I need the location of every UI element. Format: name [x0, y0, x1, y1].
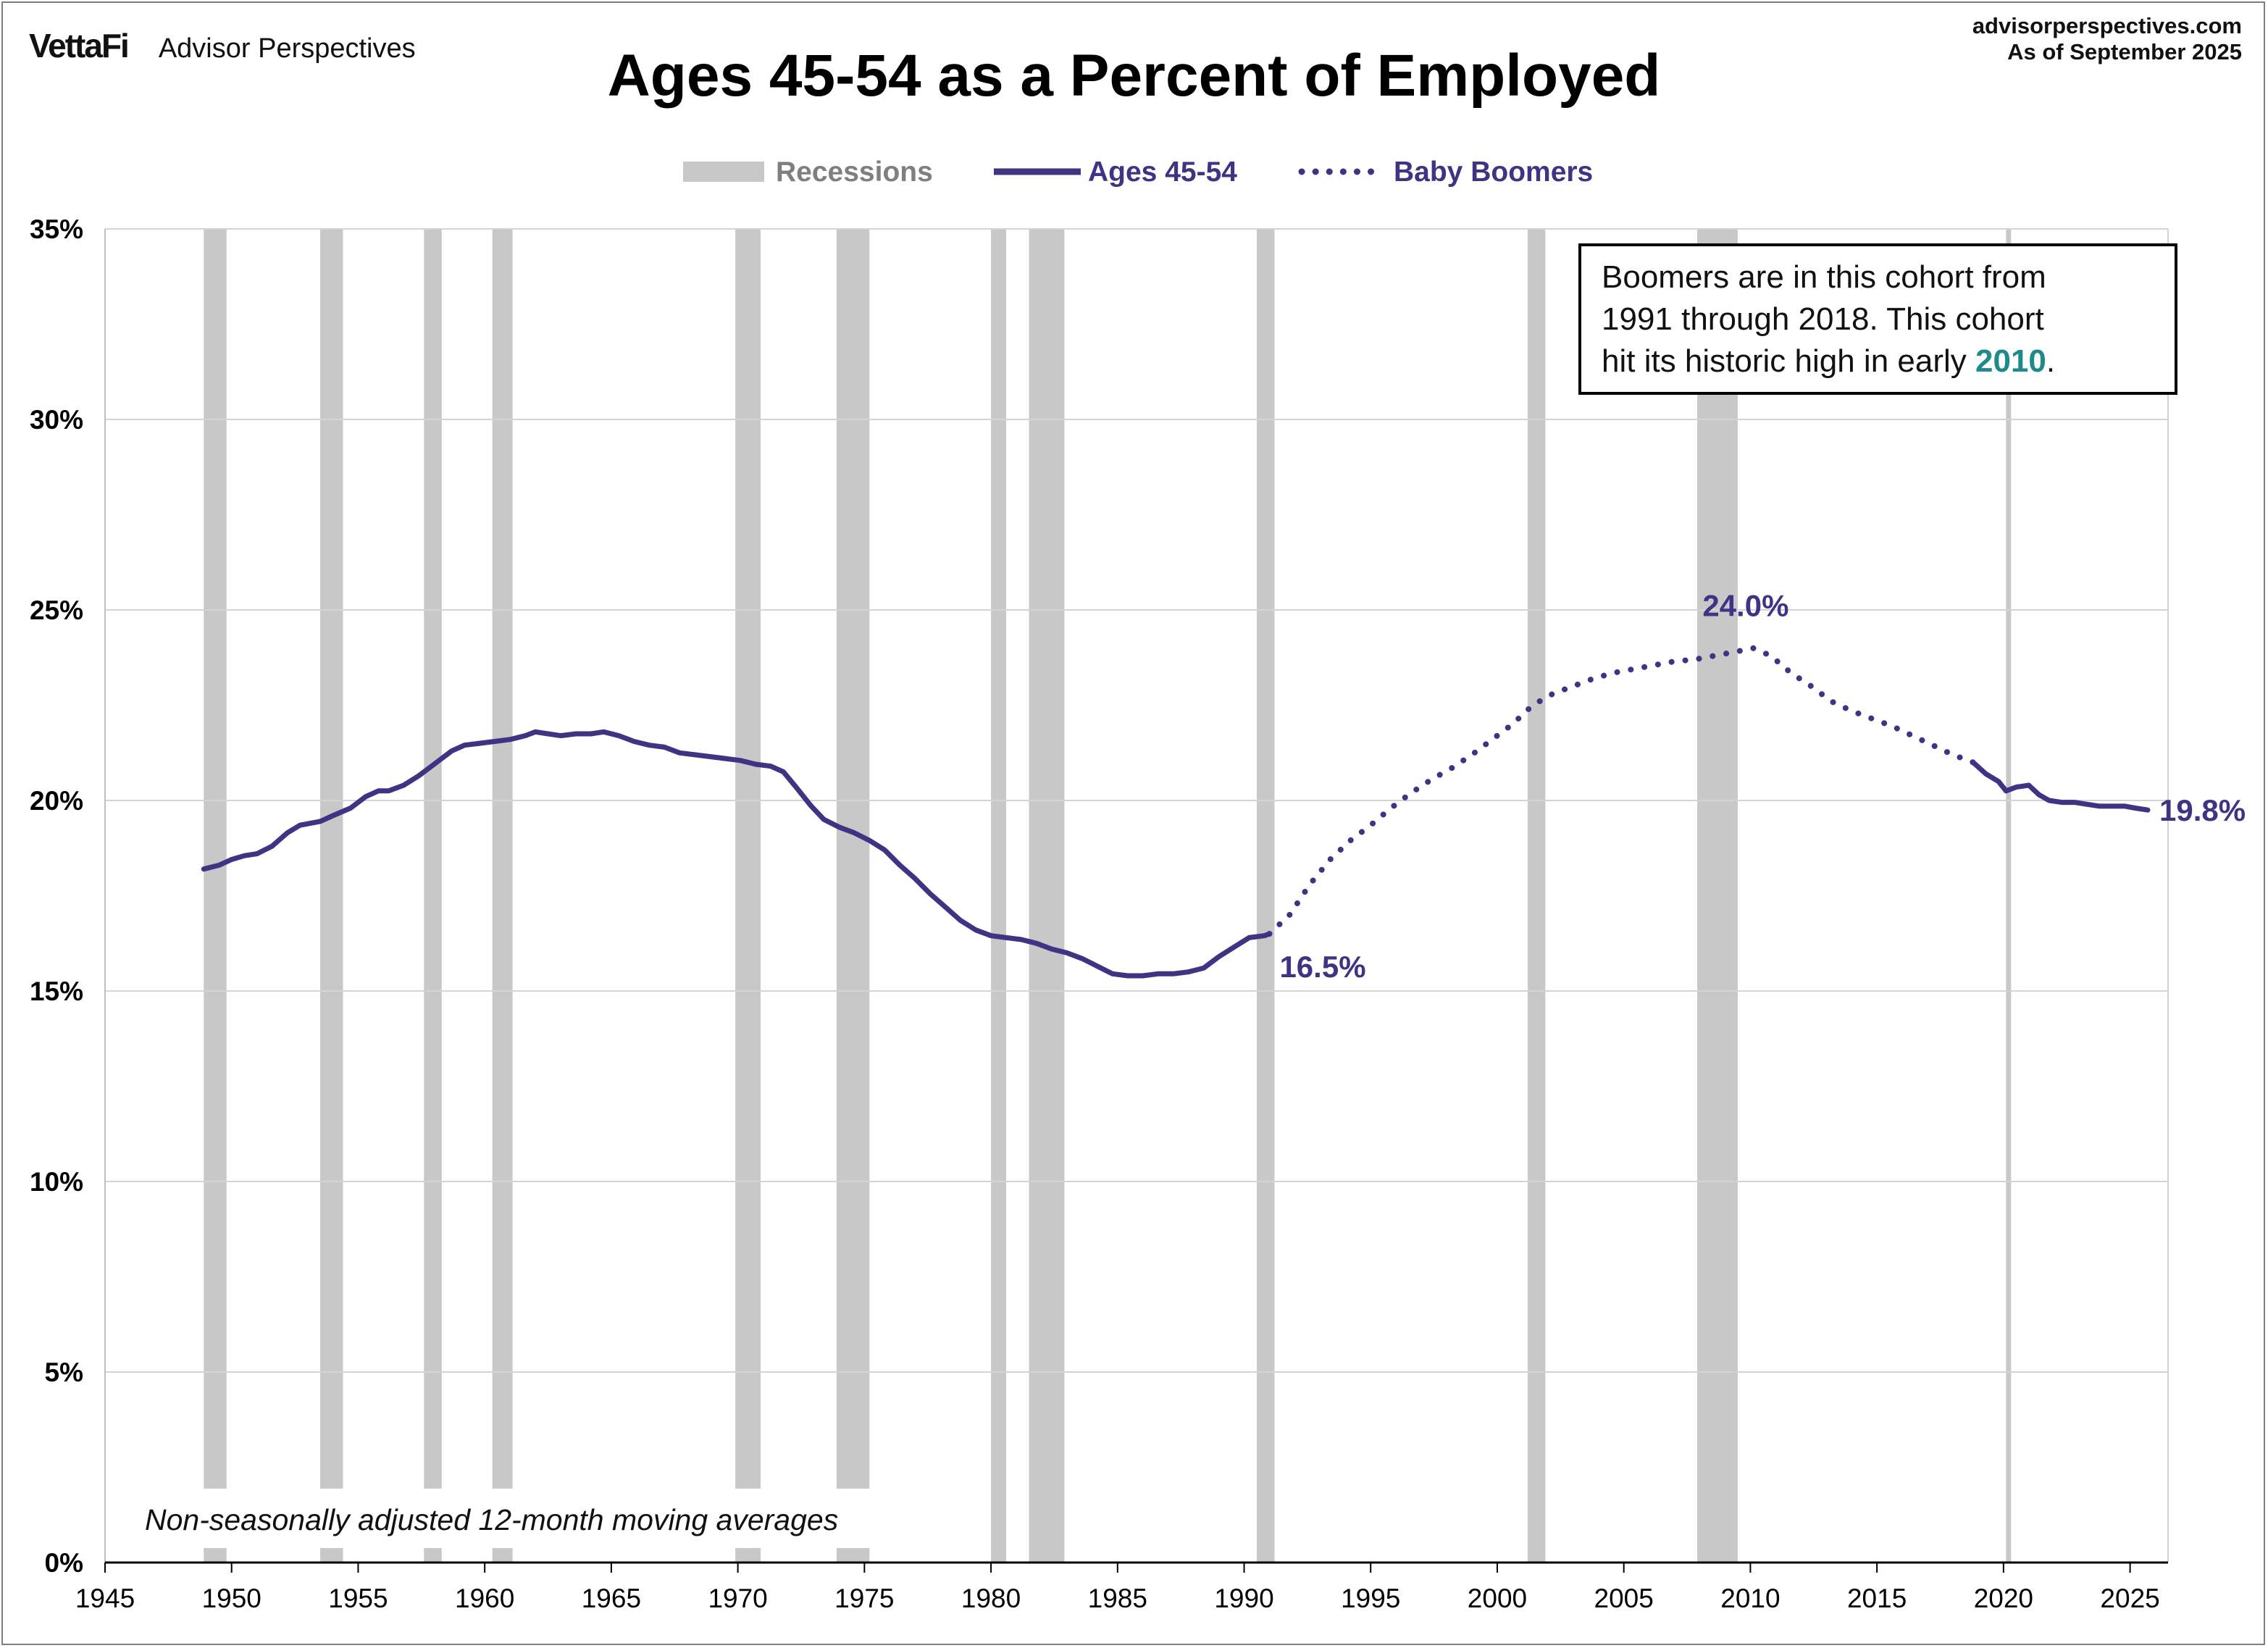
annotation-highlight-year: 2010: [1975, 343, 2046, 379]
y-tick-label: 15%: [30, 976, 83, 1006]
recession-band-8: [1256, 229, 1275, 1563]
annotation-line-1: Boomers are in this cohort from: [1602, 259, 2046, 295]
x-tick-label: 1990: [1214, 1584, 1273, 1613]
x-tick-label: 1970: [708, 1584, 767, 1613]
vettafi-logo: VettaFi: [29, 27, 130, 64]
as-of-date: As of September 2025: [2007, 39, 2242, 64]
point-label-1: 24.0%: [1702, 589, 1788, 623]
x-tick-label: 2000: [1468, 1584, 1527, 1613]
annotation-line-2: 1991 through 2018. This cohort: [1602, 301, 2044, 337]
x-tick-label: 1950: [202, 1584, 261, 1613]
series-lines: [201, 645, 2151, 979]
x-tick-label: 2010: [1720, 1584, 1780, 1613]
x-tick-label: 2005: [1594, 1584, 1654, 1613]
legend: Recessions Ages 45-54 Baby Boomers: [683, 156, 1593, 188]
recession-band-1: [320, 229, 343, 1563]
x-tick-label: 1965: [582, 1584, 641, 1613]
recession-band-7: [1029, 229, 1065, 1563]
x-tick-label: 2015: [1847, 1584, 1907, 1613]
grid-lines: [105, 228, 2168, 1373]
x-tick-label: 1945: [75, 1584, 135, 1613]
recession-band-10: [1697, 229, 1738, 1563]
x-tick-label: 2025: [2100, 1584, 2159, 1613]
axes: 0% 5% 10% 15% 20% 25% 30% 35% 1945 1950 1955 1960 19…: [30, 214, 2169, 1613]
y-tick-label: 35%: [30, 214, 83, 244]
recession-band-11: [2006, 229, 2012, 1563]
x-tick-label: 1975: [834, 1584, 894, 1613]
recession-band-9: [1527, 229, 1546, 1563]
legend-recessions-swatch: [683, 162, 764, 182]
recession-band-0: [204, 229, 227, 1563]
point-label-0: 16.5%: [1279, 950, 1365, 984]
annotation-line-3-suffix: .: [2046, 343, 2056, 379]
x-tick-label: 1980: [961, 1584, 1021, 1613]
annotation-line-3: hit its historic high in early 2010.: [1602, 340, 2154, 382]
y-tick-label: 10%: [30, 1167, 83, 1197]
y-tick-label: 30%: [30, 405, 83, 435]
recession-band-3: [492, 229, 513, 1563]
annotation-line-3-prefix: hit its historic high in early: [1602, 343, 1975, 379]
x-tick-label: 1955: [328, 1584, 388, 1613]
footnote: Non-seasonally adjusted 12-month moving …: [145, 1503, 838, 1536]
source-info: advisorperspectives.com As of September …: [1972, 13, 2242, 65]
y-tick-label: 0%: [45, 1548, 83, 1578]
recession-band-6: [991, 229, 1007, 1563]
point-label-2: 19.8%: [2159, 793, 2246, 827]
x-tick-label: 1995: [1341, 1584, 1400, 1613]
legend-recessions-label: Recessions: [776, 156, 933, 188]
chart-title: Ages 45-54 as a Percent of Employed: [607, 43, 1661, 109]
series-line-baby-boomers-1: [1266, 645, 1976, 937]
legend-boomers-label: Baby Boomers: [1394, 156, 1593, 188]
series-line-ages-45-54-2: [1970, 759, 2151, 813]
recession-band-4: [735, 229, 761, 1563]
series-line-ages-45-54-0: [201, 729, 1272, 979]
y-tick-label: 5%: [45, 1358, 83, 1387]
x-tick-label: 1960: [455, 1584, 514, 1613]
brand: VettaFi Advisor Perspectives: [29, 26, 416, 70]
x-tick-label: 1985: [1088, 1584, 1147, 1613]
legend-ages-label: Ages 45-54: [1088, 156, 1237, 188]
recession-band-5: [836, 229, 870, 1563]
recession-band-2: [424, 229, 442, 1563]
x-tick-label: 2020: [1974, 1584, 2033, 1613]
recession-bands: [204, 229, 2012, 1563]
y-tick-label: 20%: [30, 786, 83, 816]
point-labels: 16.5% 24.0% 19.8%: [1279, 589, 2246, 984]
annotation-box: Boomers are in this cohort from 1991 thr…: [1578, 243, 2177, 395]
brand-name: Advisor Perspectives: [158, 33, 416, 64]
source-site: advisorperspectives.com: [1972, 13, 2242, 38]
note-background: [138, 1489, 949, 1548]
y-tick-label: 25%: [30, 595, 83, 625]
